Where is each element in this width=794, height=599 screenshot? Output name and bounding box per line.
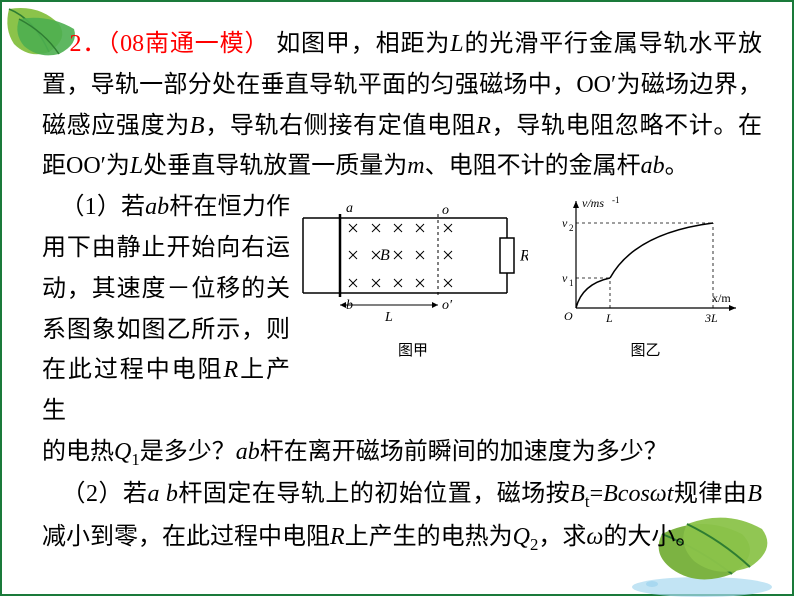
p2-t1: 杆固定在导轨上的初始位置，磁场按 (178, 481, 570, 507)
svg-text:v: v (562, 271, 568, 285)
p1-ab: ab (145, 194, 169, 220)
svg-text:a: a (346, 201, 353, 216)
p2-prefix: （2）若 (61, 481, 147, 507)
part2-paragraph: （2）若a b杆固定在导轨上的初始位置，磁场按Bt=Bcosωt规律由B减小到零… (42, 474, 762, 559)
var-R: R (476, 113, 491, 139)
p1b-suffix: 杆在离开磁场前瞬间的加速度为多少？ (260, 439, 668, 465)
fig-jia-label: 图甲 (298, 339, 528, 365)
graph-diagram-icon: v/ms-1x/mv1v2OL3L (548, 193, 743, 323)
p1b-ab: ab (236, 439, 260, 465)
var-B: B (190, 113, 205, 139)
svg-text:v: v (562, 216, 568, 230)
p1b-mid: 是多少？ (140, 439, 236, 465)
p1-t5: 在此过程中电阻 (42, 357, 223, 383)
p2-Bt: B (570, 481, 585, 507)
var-ab: ab (641, 153, 665, 179)
question-number: 2． (69, 31, 107, 57)
p1b-Q1sub: 1 (131, 450, 139, 469)
p1-t2: 用下由静止开始向右运 (42, 235, 290, 261)
p2-l2a: 律由 (698, 481, 747, 507)
svg-text:L: L (605, 311, 613, 323)
part1-row: （1）若ab杆在恒力作用下由静止开始向右运动，其速度－位移的关系图象如图乙所示，… (42, 187, 762, 432)
p1-t3: 动，其速度－位移的关 (42, 276, 290, 302)
svg-text:R: R (519, 248, 528, 265)
svg-text:-1: -1 (612, 195, 620, 205)
p2-l2b: 减小到零，在此过程中电阻 (42, 524, 330, 550)
intro-text-8: 、 (425, 153, 449, 179)
fig-yi-label: 图乙 (548, 339, 743, 365)
svg-text:3L: 3L (704, 311, 718, 323)
p2-l2d: ，求 (538, 524, 586, 550)
p1b-Q1: Q (114, 439, 131, 465)
p2-l3: 的大小。 (603, 524, 699, 550)
svg-text:1: 1 (569, 278, 574, 288)
intro-text-9: 电阻不计的金属杆 (449, 153, 641, 179)
question-source: （08南通一模） (107, 31, 269, 57)
part1-bottom: 的电热Q1是多少？ab杆在离开磁场前瞬间的加速度为多少？ (42, 432, 762, 474)
p2-Q2: Q (513, 524, 530, 550)
svg-text:o: o (442, 203, 449, 218)
intro-text-5: ，导 (491, 113, 541, 139)
svg-text:b: b (346, 298, 353, 313)
p2-Bcos: Bcosωt (603, 481, 673, 507)
p1-t0: （1）若 (61, 194, 146, 220)
p2-R: R (330, 524, 345, 550)
figure-jia: a b o o′ B R L 图甲 (298, 193, 528, 364)
var-m: m (407, 153, 424, 179)
figures-column: aboo′BRL 图甲 v/ms-1x/mv1v2OL3L 图乙 (298, 187, 762, 364)
p1-t1: 杆在恒力作 (169, 194, 290, 220)
part1-text: （1）若ab杆在恒力作用下由静止开始向右运动，其速度－位移的关系图象如图乙所示，… (42, 187, 290, 432)
p2-eq: = (590, 481, 604, 507)
circuit-diagram-icon: a b o o′ B R L (298, 193, 528, 323)
svg-text:L: L (384, 310, 393, 323)
question-content: 2．（08南通一模） 如图甲，相距为L的光滑平行金属导轨水平放置，导轨一部分处在… (2, 2, 792, 569)
var-L2: L (130, 153, 143, 179)
svg-text:v/ms: v/ms (582, 196, 604, 210)
var-L: L (450, 31, 463, 57)
p1-t4: 系图象如图乙所示，则 (42, 317, 290, 343)
intro-text-4: ，导轨右侧接有定值电阻 (205, 113, 477, 139)
svg-text:O: O (564, 309, 573, 323)
svg-text:B: B (380, 247, 390, 264)
figure-yi: v/ms-1x/mv1v2OL3L 图乙 (548, 193, 743, 364)
p2-t2: 规 (673, 481, 698, 507)
p2-B: B (747, 481, 762, 507)
p2-l2c: 上产生的电热为 (345, 524, 513, 550)
p2-omega: ω (586, 524, 603, 550)
intro-text-1: 的光滑平行金属导轨 (464, 31, 689, 57)
intro-text-7: 处垂直导轨放置一质量为 (143, 153, 407, 179)
svg-text:2: 2 (569, 223, 574, 233)
intro-text-0: 如图甲，相距为 (276, 31, 450, 57)
p1-R: R (223, 357, 238, 383)
p1b-prefix: 的电热 (42, 439, 114, 465)
svg-text:x/m: x/m (712, 291, 731, 305)
p2-ab: a b (147, 481, 178, 507)
intro-paragraph: 2．（08南通一模） 如图甲，相距为L的光滑平行金属导轨水平放置，导轨一部分处在… (42, 24, 762, 187)
svg-text:o′: o′ (442, 298, 453, 313)
